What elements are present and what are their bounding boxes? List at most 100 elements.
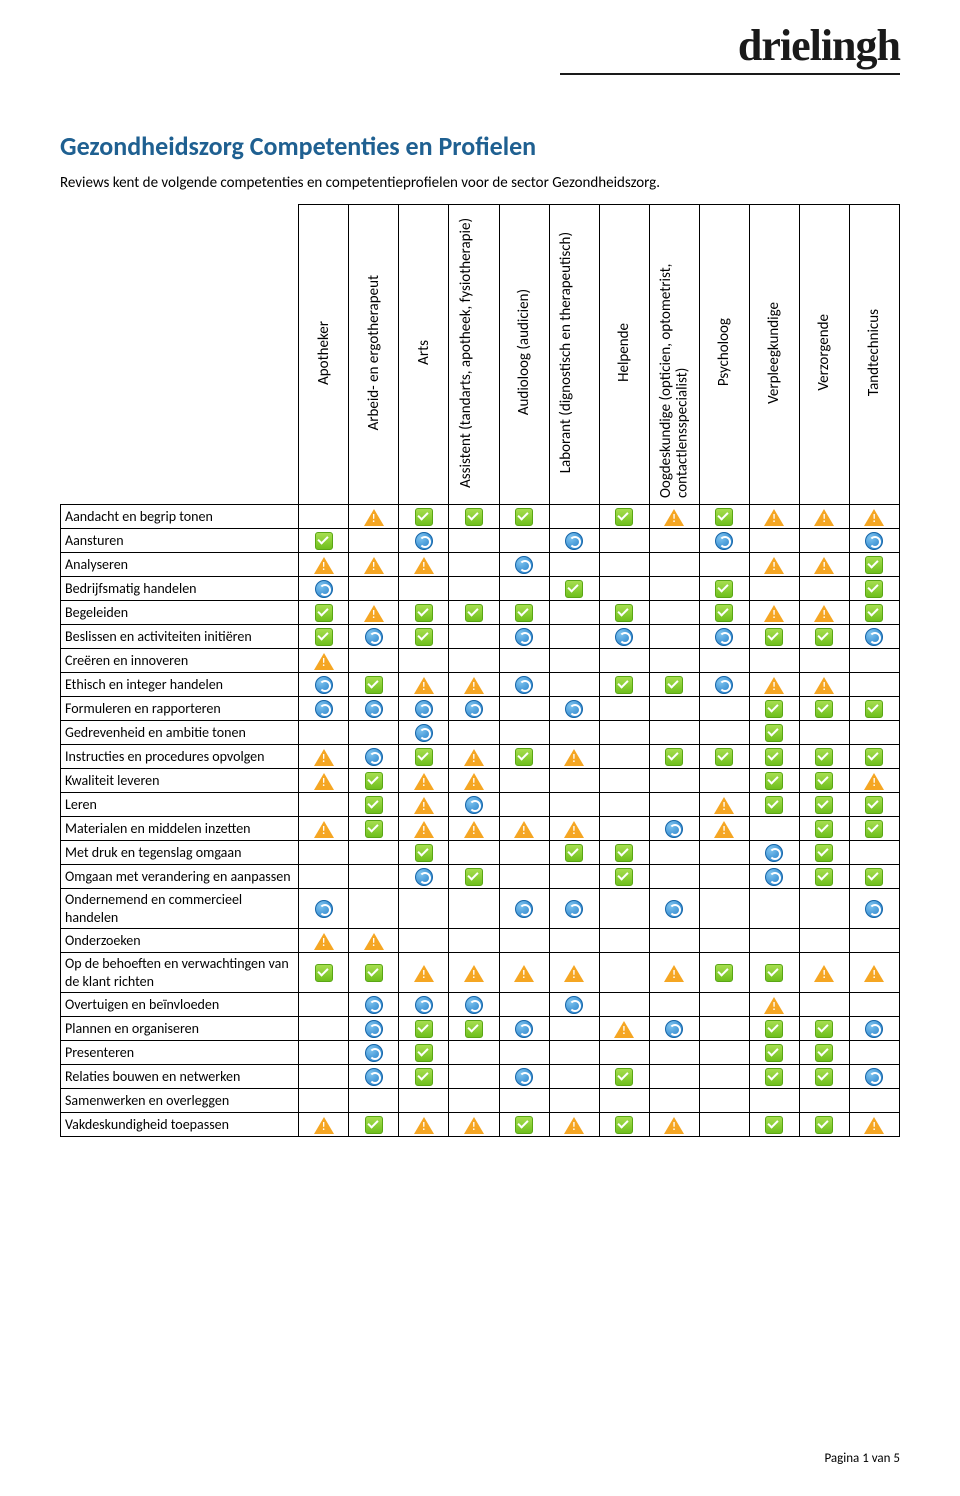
column-header-label: Arbeid- en ergotherapeut xyxy=(366,275,383,430)
column-header-label: Helpende xyxy=(616,323,633,382)
matrix-cell xyxy=(399,993,449,1017)
matrix-cell xyxy=(299,673,349,697)
refresh-icon xyxy=(765,844,783,862)
check-icon xyxy=(665,748,683,766)
matrix-cell xyxy=(749,865,799,889)
table-row: Met druk en tegenslag omgaan xyxy=(61,841,900,865)
matrix-cell xyxy=(499,1065,549,1089)
row-label: Vakdeskundigheid toepassen xyxy=(61,1113,299,1137)
check-icon xyxy=(865,748,883,766)
matrix-cell xyxy=(299,529,349,553)
warning-icon xyxy=(814,557,834,574)
matrix-cell xyxy=(549,577,599,601)
matrix-cell xyxy=(499,841,549,865)
matrix-cell xyxy=(849,601,899,625)
matrix-cell xyxy=(399,1017,449,1041)
check-icon xyxy=(515,1116,533,1134)
matrix-cell xyxy=(649,793,699,817)
check-icon xyxy=(765,1020,783,1038)
row-label: Gedrevenheid en ambitie tonen xyxy=(61,721,299,745)
matrix-cell xyxy=(349,793,399,817)
warning-icon xyxy=(414,965,434,982)
matrix-cell xyxy=(599,577,649,601)
column-header-label: Laborant (dignostisch en therapeutisch) xyxy=(558,232,590,473)
matrix-cell xyxy=(449,993,499,1017)
matrix-cell xyxy=(799,817,849,841)
matrix-cell xyxy=(499,625,549,649)
matrix-cell xyxy=(299,953,349,993)
matrix-cell xyxy=(599,889,649,929)
column-header: Laborant (dignostisch en therapeutisch) xyxy=(549,205,599,505)
matrix-cell xyxy=(549,865,599,889)
warning-icon xyxy=(414,1117,434,1134)
matrix-cell xyxy=(399,1089,449,1113)
refresh-icon xyxy=(515,628,533,646)
row-label: Ondernemend en commercieel handelen xyxy=(61,889,299,929)
matrix-cell xyxy=(449,673,499,697)
matrix-cell xyxy=(649,529,699,553)
matrix-cell xyxy=(299,1017,349,1041)
matrix-cell xyxy=(749,505,799,529)
refresh-icon xyxy=(415,996,433,1014)
check-icon xyxy=(765,1068,783,1086)
row-label: Plannen en organiseren xyxy=(61,1017,299,1041)
matrix-cell xyxy=(499,953,549,993)
matrix-cell xyxy=(699,553,749,577)
warning-icon xyxy=(664,1117,684,1134)
table-row: Materialen en middelen inzetten xyxy=(61,817,900,841)
matrix-cell xyxy=(699,1065,749,1089)
matrix-cell xyxy=(849,929,899,953)
matrix-cell xyxy=(699,865,749,889)
refresh-icon xyxy=(465,996,483,1014)
matrix-cell xyxy=(349,745,399,769)
matrix-cell xyxy=(649,577,699,601)
matrix-cell xyxy=(499,1041,549,1065)
matrix-cell xyxy=(599,1017,649,1041)
column-header-label: Psycholoog xyxy=(716,318,733,386)
matrix-cell xyxy=(649,1065,699,1089)
row-label: Bedrijfsmatig handelen xyxy=(61,577,299,601)
matrix-cell xyxy=(549,505,599,529)
check-icon xyxy=(515,604,533,622)
column-header-label: Audioloog (audicien) xyxy=(516,289,533,415)
matrix-cell xyxy=(499,817,549,841)
check-icon xyxy=(315,964,333,982)
matrix-cell xyxy=(499,673,549,697)
check-icon xyxy=(615,604,633,622)
matrix-cell xyxy=(699,697,749,721)
table-row: Beslissen en activiteiten initiëren xyxy=(61,625,900,649)
matrix-cell xyxy=(799,577,849,601)
matrix-cell xyxy=(799,697,849,721)
logo-text: drielingh xyxy=(560,20,900,71)
check-icon xyxy=(365,772,383,790)
warning-icon xyxy=(564,1117,584,1134)
check-icon xyxy=(765,772,783,790)
table-row: Overtuigen en beïnvloeden xyxy=(61,993,900,1017)
check-icon xyxy=(865,868,883,886)
refresh-icon xyxy=(365,748,383,766)
check-icon xyxy=(815,748,833,766)
matrix-cell xyxy=(799,841,849,865)
matrix-cell xyxy=(349,993,399,1017)
matrix-cell xyxy=(849,721,899,745)
row-label: Begeleiden xyxy=(61,601,299,625)
matrix-cell xyxy=(799,649,849,673)
matrix-cell xyxy=(799,1065,849,1089)
matrix-cell xyxy=(799,889,849,929)
table-row: Omgaan met verandering en aanpassen xyxy=(61,865,900,889)
matrix-cell xyxy=(549,841,599,865)
check-icon xyxy=(765,964,783,982)
column-header: Verzorgende xyxy=(799,205,849,505)
matrix-cell xyxy=(749,793,799,817)
check-icon xyxy=(815,1020,833,1038)
matrix-cell xyxy=(599,817,649,841)
matrix-cell xyxy=(349,1017,399,1041)
matrix-cell xyxy=(799,553,849,577)
refresh-icon xyxy=(515,1020,533,1038)
check-icon xyxy=(315,532,333,550)
row-label: Creëren en innoveren xyxy=(61,649,299,673)
matrix-cell xyxy=(599,745,649,769)
matrix-cell xyxy=(849,889,899,929)
matrix-cell xyxy=(749,993,799,1017)
check-icon xyxy=(715,748,733,766)
